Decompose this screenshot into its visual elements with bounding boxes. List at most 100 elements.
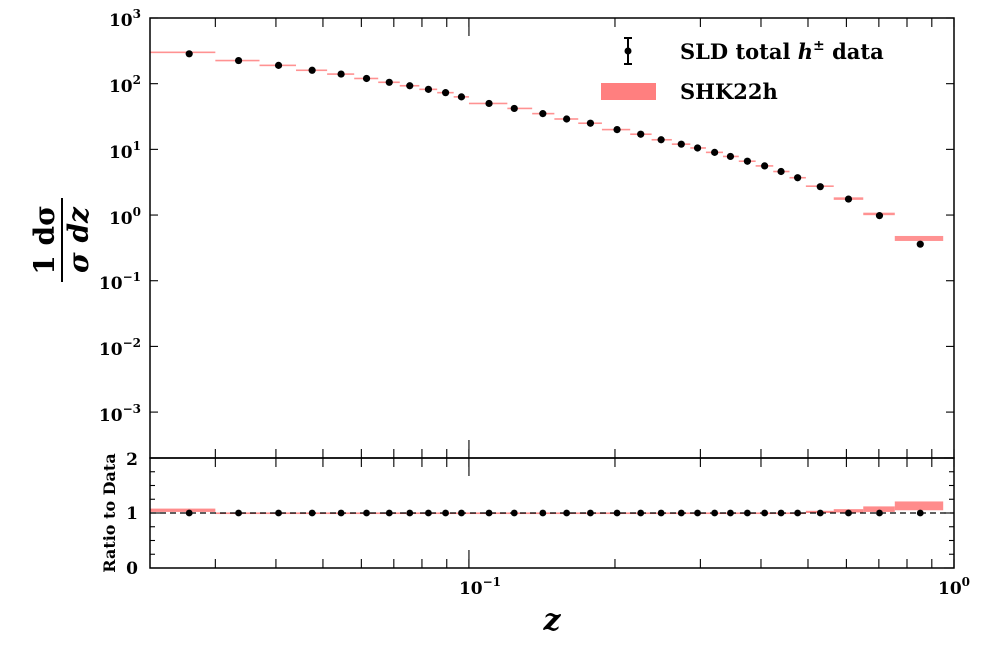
model-band-main: [150, 51, 944, 241]
data-point-ratio: [637, 509, 645, 517]
data-point-main: [613, 125, 621, 134]
data-point-main: [234, 56, 243, 65]
y-tick-label: 100: [109, 205, 141, 229]
data-point-ratio: [845, 509, 852, 517]
data-point-ratio: [777, 509, 785, 517]
data-point-main: [761, 162, 769, 170]
legend-marker-band: [601, 83, 656, 100]
data-point-main: [510, 104, 518, 113]
y-axis-label-numerator: 1 dσ: [28, 205, 61, 274]
ratio-tick-label: 1: [126, 504, 138, 524]
data-point-main: [657, 136, 665, 144]
legend-marker-data: [624, 37, 632, 65]
data-point-main: [726, 152, 735, 161]
ratio-panel-frame: [149, 457, 955, 569]
legend-label-data: SLD total h± data: [680, 38, 884, 64]
model-band-ratio: [150, 501, 944, 515]
x-tick-label: 100: [938, 575, 970, 599]
ratio-tick-label: 0: [126, 559, 138, 579]
data-point-ratio: [743, 509, 751, 517]
data-point-main: [457, 93, 466, 101]
data-point-ratio: [563, 509, 571, 517]
data-point-main: [693, 144, 702, 152]
data-point-ratio: [761, 509, 769, 517]
data-point-ratio: [510, 509, 518, 517]
data-point-ratio: [916, 509, 924, 517]
data-points-main: [185, 50, 924, 248]
y-tick-label: 101: [109, 139, 141, 163]
data-point-ratio: [794, 509, 802, 517]
data-point-main: [539, 110, 547, 118]
data-point-main: [637, 130, 645, 138]
axis-ticks: [150, 17, 955, 569]
model-band-ratio-bin: [894, 501, 944, 511]
y-tick-label: 103: [109, 7, 141, 31]
y-tick-labels-main: 103 102 101 100 10−1 10−2 10−3: [99, 7, 141, 426]
y-axis-label-ratio: Ratio to Data: [100, 453, 119, 572]
data-point-ratio: [677, 509, 685, 517]
data-point-ratio: [337, 509, 345, 517]
y-axis-label-main: 1 dσ σ dz: [28, 198, 95, 282]
data-point-ratio: [385, 509, 393, 517]
model-band-ratio-bin: [863, 506, 895, 512]
main-panel-frame: [149, 17, 955, 459]
data-point-main: [563, 115, 571, 123]
data-point-main: [274, 61, 283, 69]
y-tick-label: 102: [109, 73, 141, 97]
data-point-main: [424, 85, 433, 93]
y-tick-label: 10−1: [99, 270, 141, 294]
data-point-ratio: [727, 509, 734, 517]
model-band-ratio-bin: [150, 508, 216, 512]
x-tick-labels: 10−1 100: [459, 575, 970, 599]
legend: SLD total h± data SHK22h: [601, 37, 884, 104]
data-point-main: [875, 212, 884, 220]
x-tick-label: 10−1: [459, 575, 501, 599]
data-point-ratio: [816, 509, 824, 517]
data-point-ratio: [235, 509, 242, 517]
x-axis-label: z: [542, 603, 561, 638]
data-point-ratio: [425, 509, 432, 517]
model-band-main-bin: [507, 107, 533, 110]
data-point-main: [777, 167, 785, 176]
data-point-ratio: [363, 509, 370, 517]
data-point-ratio: [587, 509, 594, 517]
data-point-main: [337, 70, 345, 78]
data-point-ratio: [613, 509, 621, 517]
data-point-ratio: [308, 509, 316, 517]
data-point-ratio: [694, 509, 701, 517]
y-axis-label-denominator: σ dz: [62, 206, 95, 273]
data-point-main: [385, 78, 393, 86]
y-tick-label: 10−3: [99, 402, 141, 426]
data-point-main: [816, 183, 824, 191]
data-point-main: [794, 174, 802, 182]
data-point-main: [743, 157, 751, 165]
data-point-main: [844, 195, 853, 203]
data-point-ratio: [185, 509, 193, 517]
data-point-ratio: [876, 509, 883, 517]
model-band-main-bin: [150, 51, 216, 54]
data-point-main: [441, 89, 450, 97]
data-point-main: [485, 99, 493, 108]
data-points-ratio: [185, 509, 924, 517]
data-point-ratio: [442, 509, 449, 517]
data-point-ratio: [406, 509, 414, 517]
y-tick-labels-ratio: 0 1 2: [126, 450, 138, 579]
data-point-ratio: [275, 509, 282, 517]
y-tick-label: 10−2: [99, 336, 141, 360]
data-point-main: [586, 119, 595, 127]
data-point-main: [185, 50, 193, 58]
data-point-main: [308, 66, 316, 74]
data-point-main: [677, 140, 685, 148]
data-point-main: [711, 148, 719, 156]
data-point-ratio: [711, 509, 719, 517]
data-point-ratio: [458, 509, 465, 517]
data-point-ratio: [657, 509, 665, 517]
model-band-ratio-bin: [507, 512, 533, 515]
legend-label-band: SHK22h: [680, 79, 778, 104]
data-point-main: [362, 74, 371, 83]
ratio-tick-label: 2: [126, 450, 138, 470]
data-point-main: [406, 82, 414, 90]
data-point-ratio: [485, 509, 493, 517]
data-point-main: [916, 240, 924, 248]
